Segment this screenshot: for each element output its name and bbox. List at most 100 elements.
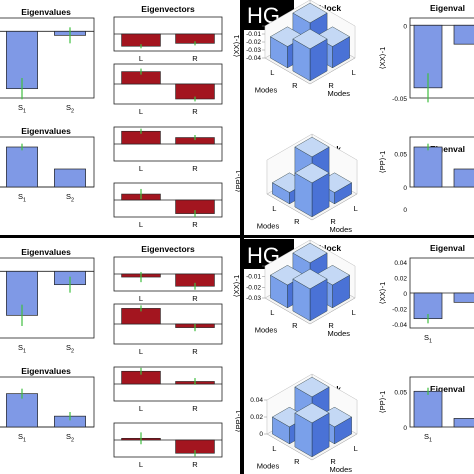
bottom-eigenvalues-x-tick-label: S2 <box>66 343 74 355</box>
bottom-eigenvalues-x-right-tick: -0.04 <box>392 322 407 329</box>
top-eigenvalues-p-tick-label: S2 <box>66 192 74 204</box>
top-p-block-bar-top <box>294 136 330 158</box>
bottom-p-block-x-tick: L <box>272 444 276 453</box>
top-x-block-y-tick: R <box>328 81 334 90</box>
bottom-eigenvalues-p-right-bar <box>453 418 474 428</box>
bottom-eigenvalues-p-right-title: Eigenval <box>430 384 465 394</box>
bottom-x-block-axis-label-modes: Modes <box>255 326 278 335</box>
bottom-eigenvalues-x-right-tick: 0.04 <box>394 260 407 267</box>
top-eigenvector-3-tick-label: R <box>192 164 198 173</box>
bottom-eigenvalues-p-right-tick: 0.05 <box>394 389 407 396</box>
top-eigenvectors-title: Eigenvectors <box>141 4 195 14</box>
bottom-eigenvector-3-tick-label: L <box>139 404 143 413</box>
top-eigenvalues-x-right-ylabel: ⟨XX⟩-1 <box>378 47 387 70</box>
top-eigenvector-4-tick-label: R <box>192 220 198 229</box>
top-eigenvector-1-tick-label: L <box>139 54 143 63</box>
bottom-x-block-x-tick: L <box>270 308 274 317</box>
top-eigenvalues-x-right-frame <box>409 17 474 99</box>
bottom-p-block-bar-top <box>294 402 330 424</box>
top-x-block-x-tick: R <box>292 81 298 90</box>
top-eigenvalues-p-right-bar <box>453 168 474 188</box>
top-x-block-axis-label-modes: Modes <box>328 89 351 98</box>
top-x-block-axis-label-modes: Modes <box>255 86 278 95</box>
bottom-x-block-y-tick: R <box>328 321 334 330</box>
top-eigenvalues-p-right-tick: 0.05 <box>394 152 407 159</box>
bottom-eigenvalues-x-right-tick-label: S1 <box>424 333 432 345</box>
bottom-eigenvector-4-tick-label: L <box>139 460 143 469</box>
bottom-x-block-y-tick: L <box>352 308 356 317</box>
bottom-eigenvalues-x-title: Eigenvalues <box>21 247 71 257</box>
top-p-block-bar-top <box>294 162 330 184</box>
top-eigenvalues-x-right-bar <box>453 24 474 45</box>
bottom-eigenvector-3-tick-label: R <box>192 404 198 413</box>
bottom-x-block-axis-label-modes: Modes <box>328 329 351 338</box>
top-eigenvalues-p-right-frame <box>409 136 474 188</box>
top-p-block-axis-label-modes: Modes <box>330 225 353 234</box>
top-eigenvector-2-tick-label: L <box>139 107 143 116</box>
bottom-x-block-x-tick: R <box>292 321 298 330</box>
top-x-block-z-tick: 0 <box>257 23 261 30</box>
top-x-block-z-tick: -0.03 <box>246 47 261 54</box>
bottom-eigenvalues-p-right-frame <box>409 376 474 428</box>
bottom-p-block-z-tick: 0.04 <box>250 397 263 404</box>
bottom-x-block-z-tick: 0 <box>257 263 261 270</box>
bottom-eigenvalues-p-tick-label: S1 <box>18 432 26 444</box>
bottom-eigenvector-1-tick-label: L <box>139 294 143 303</box>
top-x-block-bar-top <box>292 2 328 24</box>
bottom-eigenvalues-x-frame <box>0 257 95 339</box>
bottom-p-block <box>263 373 358 461</box>
top-eigenvalues-p-right-ylabel: ⟨PP⟩-1 <box>378 151 387 174</box>
top-p-block-y-tick: L <box>354 204 358 213</box>
top-eigenvalues-p-tick-label: S1 <box>18 192 26 204</box>
top-eigenvalues-x-right-tick: -0.05 <box>392 96 407 103</box>
top-eigenvalues-x-right-title: Eigenval <box>430 3 465 13</box>
bottom-eigenvalues-x-tick-label: S1 <box>18 343 26 355</box>
top-x-block-y-tick: L <box>352 68 356 77</box>
top-x-block-z-tick: -0.02 <box>246 39 261 46</box>
top-x-block-bar-top <box>292 28 328 50</box>
top-eigenvalues-p-title: Eigenvalues <box>21 126 71 136</box>
bottom-eigenvectors-title: Eigenvectors <box>141 244 195 254</box>
top-p-block-x-tick: R <box>294 217 300 226</box>
bottom-eigenvalues-p-right-bar <box>413 390 443 428</box>
top-eigenvalues-x-tick-label: S1 <box>18 103 26 115</box>
bottom-eigenvector-4-tick-label: R <box>192 460 198 469</box>
bottom-eigenvalues-p-right-tick: 0 <box>403 425 407 432</box>
top-eigenvalues-x-title: Eigenvalues <box>21 7 71 17</box>
bottom-eigenvalues-x-right-tick: 0.02 <box>394 275 407 282</box>
bottom-p-block-bar-top <box>294 376 330 398</box>
bottom-x-block <box>261 239 356 325</box>
bottom-x-block-z-tick: -0.02 <box>246 284 261 291</box>
top-p-block-y-tick: R <box>330 217 336 226</box>
top-eigenvalues-p-right-tick: 0 <box>403 207 407 214</box>
bottom-x-block-title: X block <box>311 243 342 253</box>
bottom-eigenvalues-x-right-tick: -0.02 <box>392 307 407 314</box>
bottom-x-block-z-tick: -0.01 <box>246 274 261 281</box>
bottom-eigenvalues-x-right-bar <box>453 292 474 303</box>
bottom-p-block-z-tick: 0.02 <box>250 414 263 421</box>
bottom-p-block-axis-label-modes: Modes <box>257 462 280 471</box>
bottom-eigenvalues-x-right-title: Eigenval <box>430 243 465 253</box>
top-x-block-z-tick: -0.01 <box>246 31 261 38</box>
top-eigenvalues-x-frame <box>0 17 95 99</box>
bottom-p-block-z-tick: 0 <box>259 431 263 438</box>
top-eigenvalues-p-right-bar <box>413 146 443 188</box>
bottom-eigenvector-2-tick-label: R <box>192 347 198 356</box>
bottom-x-block-bar-top <box>292 268 328 290</box>
bottom-eigenvalues-p-bar <box>6 393 38 428</box>
bottom-x-block-z-tick: -0.03 <box>246 295 261 302</box>
bottom-p-block-axis-label-modes: Modes <box>330 465 353 474</box>
top-eigenvector-1-tick-label: R <box>192 54 198 63</box>
top-eigenvector-2-tick-label: R <box>192 107 198 116</box>
bottom-eigenvalues-p-tick-label: S2 <box>66 432 74 444</box>
bottom-eigenvalues-p-title: Eigenvalues <box>21 366 71 376</box>
top-p-block-z-label: ⟨PP⟩-1 <box>234 170 243 193</box>
top-eigenvalues-p-bar <box>54 168 86 188</box>
bottom-p-block-z-label: ⟨PP⟩-1 <box>234 410 243 433</box>
top-x-block-title: X block <box>311 3 342 13</box>
top-x-block-z-tick: -0.04 <box>246 55 261 62</box>
bottom-eigenvalues-p-right-ylabel: ⟨PP⟩-1 <box>378 391 387 414</box>
bottom-p-block-x-tick: R <box>294 457 300 466</box>
top-x-block <box>261 0 356 85</box>
